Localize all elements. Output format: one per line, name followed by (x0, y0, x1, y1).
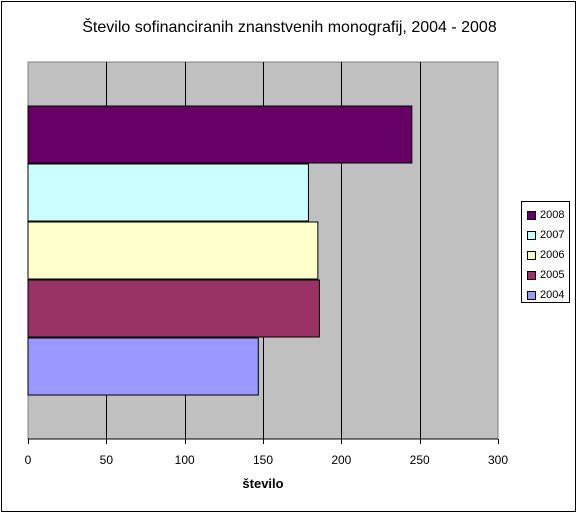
bar-2006 (27, 221, 319, 280)
x-tick-label: 50 (100, 453, 114, 467)
legend-item-2006: 2006 (522, 245, 569, 265)
legend-item-2008: 2008 (522, 205, 569, 225)
x-tick-label: 300 (488, 453, 508, 467)
bar-2005 (27, 279, 320, 338)
legend-item-2005: 2005 (522, 265, 569, 285)
legend-label: 2004 (540, 289, 565, 301)
legend-label: 2008 (540, 209, 565, 221)
chart-title: Število sofinanciranih znanstvenih monog… (82, 19, 497, 36)
legend-swatch (527, 250, 536, 260)
legend-swatch (527, 270, 536, 280)
legend-swatch (527, 210, 536, 220)
legend-swatch (527, 230, 536, 240)
x-tick-label: 150 (253, 453, 273, 467)
legend-label: 2005 (540, 269, 565, 281)
legend-item-2007: 2007 (522, 225, 569, 245)
legend-label: 2007 (540, 229, 565, 241)
bar-2007 (27, 163, 309, 222)
x-tick-label: 100 (175, 453, 195, 467)
x-axis-label: število (242, 476, 284, 491)
x-tick-label: 250 (410, 453, 430, 467)
bar-2004 (27, 337, 259, 396)
legend: 2008 2007 2006 2005 2004 (521, 201, 570, 303)
x-tick-label: 200 (331, 453, 351, 467)
x-ticks: 0 50 100 150 200 250 300 (25, 439, 508, 467)
legend-swatch (527, 290, 536, 300)
legend-label: 2006 (540, 249, 565, 261)
legend-item-2004: 2004 (522, 285, 569, 305)
x-tick-label: 0 (25, 453, 32, 467)
bars (27, 105, 413, 396)
bar-2008 (27, 105, 413, 164)
